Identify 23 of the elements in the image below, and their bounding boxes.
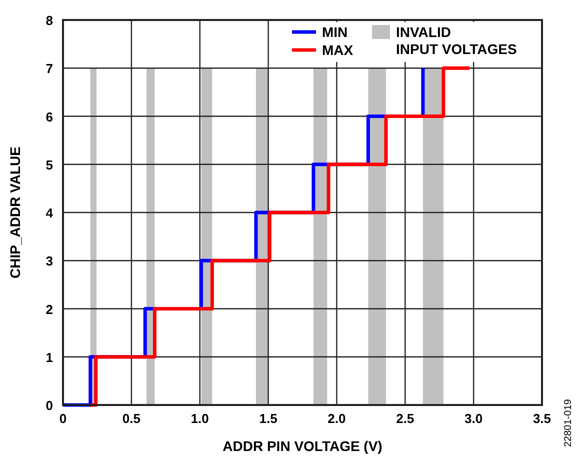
- y-tick-label: 6: [46, 109, 53, 124]
- x-tick-label: 3.0: [464, 411, 483, 426]
- y-axis-title: CHIP_ADDR VALUE: [7, 146, 23, 278]
- y-tick-label: 3: [46, 254, 53, 269]
- x-axis-title: ADDR PIN VOLTAGE (V): [222, 438, 382, 454]
- legend-label: INVALID INPUT VOLTAGES: [396, 24, 517, 57]
- y-tick-label: 1: [46, 350, 53, 365]
- x-tick-label: 0: [59, 411, 67, 426]
- x-tick-label: 3.5: [532, 411, 552, 426]
- y-tick-label: 8: [46, 13, 53, 28]
- y-tick-label: 2: [46, 302, 53, 317]
- x-tick-label: 1.5: [259, 411, 278, 426]
- x-tick-label: 0.5: [122, 411, 140, 426]
- x-tick-label: 1.0: [190, 411, 209, 426]
- y-tick-label: 5: [46, 157, 53, 172]
- x-tick-label: 2.0: [328, 411, 346, 426]
- y-tick-label: 4: [46, 206, 54, 220]
- y-tick-label: 7: [46, 61, 53, 76]
- legend-label: MAX: [322, 42, 354, 58]
- text: 22801-019: [563, 398, 574, 447]
- legend-label: MIN: [322, 24, 348, 40]
- y-tick-label: 0: [46, 398, 53, 413]
- x-tick-label: 2.5: [396, 411, 414, 426]
